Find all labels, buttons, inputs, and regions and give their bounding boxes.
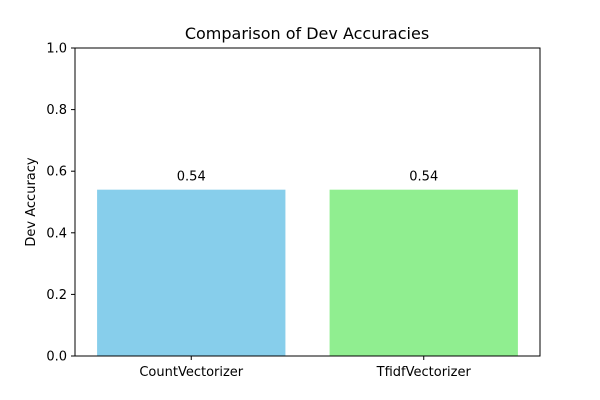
- y-tick-label: 0.0: [46, 350, 67, 365]
- y-tick-label: 0.6: [46, 165, 67, 180]
- x-tick-label: TfidfVectorizer: [376, 365, 472, 380]
- data-labels-layer: 0.54 0.54: [177, 170, 438, 185]
- y-tick-label: 0.4: [46, 226, 67, 241]
- y-axis-label: Dev Accuracy: [24, 157, 39, 246]
- ticks-layer: CountVectorizer TfidfVectorizer 0.0 0.2 0.4 0…: [46, 42, 471, 381]
- data-label-tfidfvectorizer: 0.54: [409, 170, 438, 185]
- chart-title: Comparison of Dev Accuracies: [185, 24, 429, 43]
- data-label-countvectorizer: 0.54: [177, 170, 206, 185]
- bar-countvectorizer: [97, 189, 286, 356]
- y-tick-label: 0.2: [46, 288, 67, 303]
- bar-tfidfvectorizer: [329, 189, 518, 356]
- plot-frame: [74, 47, 541, 357]
- bars-layer: [97, 189, 518, 356]
- x-tick-label: CountVectorizer: [139, 365, 243, 380]
- y-tick-label: 1.0: [46, 42, 67, 57]
- y-tick-label: 0.8: [46, 103, 67, 118]
